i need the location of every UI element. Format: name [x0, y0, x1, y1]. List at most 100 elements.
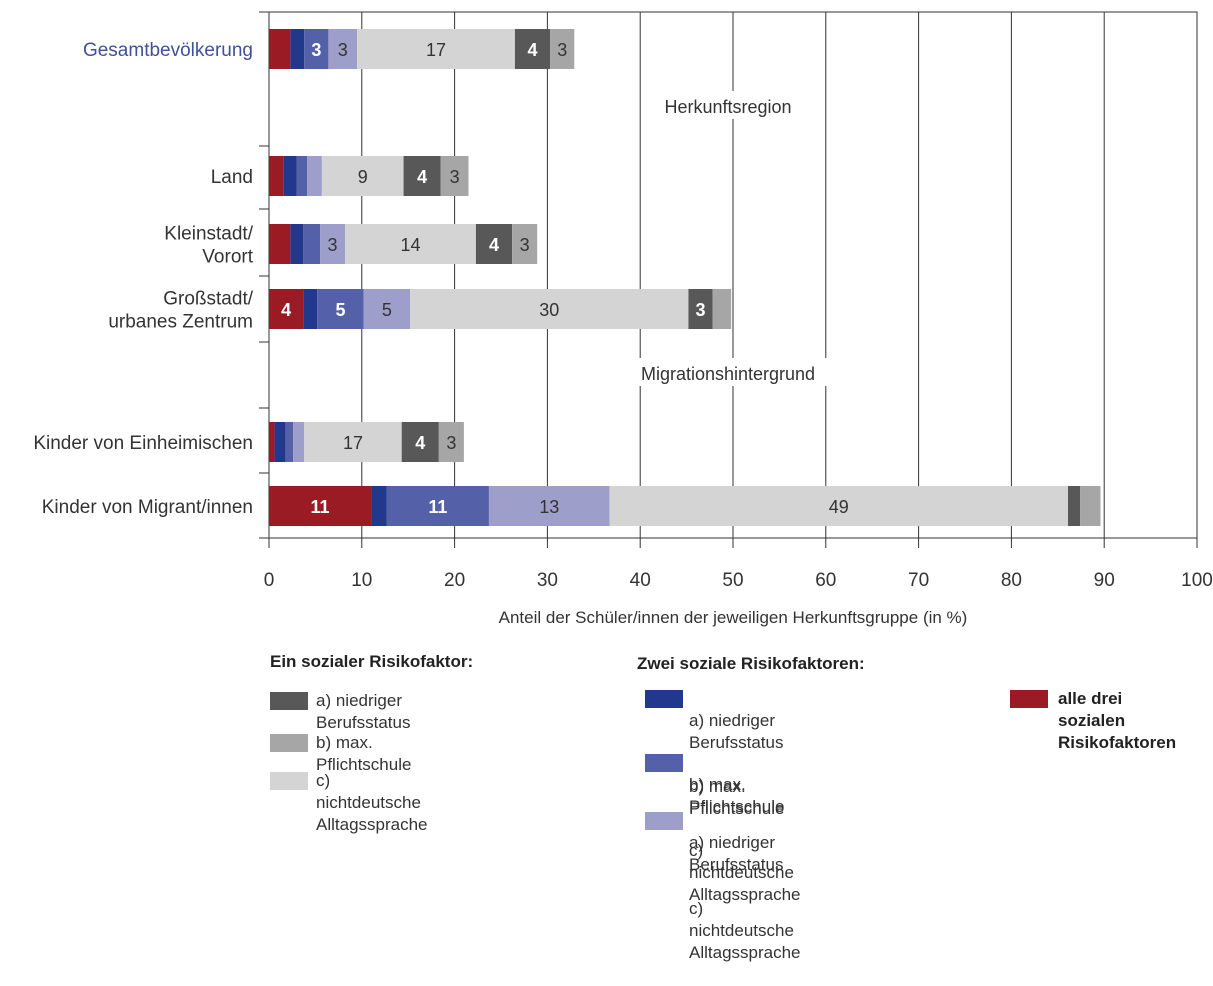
legend-label-ab: a) niedriger Berufsstatus b) max. Pflich… — [689, 688, 784, 842]
bar-a-4 — [401, 422, 439, 462]
x-tick-label-20: 20 — [444, 570, 465, 591]
category-label-5: Kinder von Migrant/innen — [42, 497, 253, 518]
legend-label-ab-line2: b) max. Pflichtschule — [689, 777, 785, 818]
x-axis-label: Anteil der Schüler/innen der jeweiligen … — [499, 608, 968, 627]
legend-swatch-ab — [645, 690, 683, 708]
legend-swatch-a — [270, 692, 308, 710]
legend-swatch-all3 — [1010, 690, 1048, 708]
legend-label-ac: a) niedriger Berufsstatus c) nichtdeutsc… — [689, 810, 801, 986]
bar-ac-3 — [363, 289, 411, 329]
legend-swatch-b — [270, 734, 308, 752]
bar-ab-5 — [371, 486, 387, 526]
legend-two-factor-title: Zwei soziale Risikofaktoren: — [637, 654, 865, 673]
x-tick-label-80: 80 — [1001, 570, 1022, 591]
bar-b-1 — [440, 156, 469, 196]
bar-c-5 — [609, 486, 1069, 526]
bar-a-1 — [403, 156, 441, 196]
bar-label-c-5: 49 — [829, 497, 849, 517]
bar-label-c-1: 9 — [358, 167, 368, 187]
bar-a-2 — [475, 224, 513, 264]
bar-label-c-3: 30 — [539, 300, 559, 320]
bar-label-all3-3: 4 — [281, 300, 291, 320]
bar-label-c-0: 17 — [426, 40, 446, 60]
bar-a-0 — [514, 29, 551, 69]
x-tick-label-30: 30 — [537, 570, 558, 591]
bar-ac-4 — [293, 422, 305, 462]
bar-label-bc-5: 11 — [428, 497, 447, 517]
bar-b-5 — [1080, 486, 1101, 526]
legend-label-bc-line1: b) max. Pflichtschule — [689, 775, 785, 816]
x-tick-label-100: 100 — [1181, 570, 1213, 591]
section-label-1: Migrationshintergrund — [641, 364, 815, 384]
bar-ac-1 — [307, 156, 322, 196]
x-tick-label-70: 70 — [908, 570, 929, 591]
bar-label-b-0: 3 — [557, 40, 567, 60]
bar-c-0 — [357, 29, 515, 69]
bar-label-ac-2: 3 — [328, 235, 338, 255]
category-label-3: Großstadt/urbanes Zentrum — [108, 289, 253, 333]
bar-bc-4 — [285, 422, 294, 462]
stacked-bar-chart: Herkunftsregion Migrationshintergrund 0 10 2… — [33, 11, 1213, 627]
bar-c-3 — [410, 289, 689, 329]
legend-label-b: b) max. Pflichtschule — [316, 733, 412, 774]
category-label-0: Gesamtbevölkerung — [83, 40, 253, 61]
category-label-2: Kleinstadt/Vorort — [164, 224, 253, 268]
x-tick-label-50: 50 — [722, 570, 743, 591]
bar-label-a-3: 3 — [696, 300, 706, 320]
bar-ab-1 — [283, 156, 297, 196]
legend-label-ac-line1: a) niedriger Berufsstatus — [689, 833, 784, 874]
legend-swatch-c — [270, 772, 308, 790]
bar-label-a-0: 4 — [528, 40, 538, 60]
legend-label-all3: alle drei sozialen Risikofaktoren — [1058, 689, 1177, 752]
bar-b-3 — [712, 289, 732, 329]
bar-label-a-4: 4 — [415, 433, 425, 453]
bar-label-b-1: 3 — [450, 167, 460, 187]
bar-all3-0 — [269, 29, 291, 69]
bar-ab-2 — [290, 224, 304, 264]
bar-ac-5 — [488, 486, 610, 526]
legend-swatch-ac — [645, 812, 683, 830]
x-tick-label-10: 10 — [351, 570, 372, 591]
legend-label-ab-line1: a) niedriger Berufsstatus — [689, 711, 784, 752]
bar-ac-2 — [320, 224, 346, 264]
bar-label-a-2: 4 — [489, 235, 499, 255]
legend-label-a: a) niedriger Berufsstatus — [316, 691, 411, 732]
section-label-bg-0 — [643, 91, 813, 119]
bar-bc-0 — [304, 29, 329, 69]
x-tick-label-90: 90 — [1094, 570, 1115, 591]
legend-one-factor-title: Ein sozialer Risikofaktor: — [270, 652, 474, 671]
bar-label-ac-0: 3 — [338, 40, 348, 60]
bar-all3-2 — [269, 224, 291, 264]
bar-all3-4 — [269, 422, 275, 462]
legend-label-c: c) nichtdeutsche Alltagssprache — [316, 771, 428, 834]
bar-all3-1 — [269, 156, 284, 196]
bar-label-all3-5: 11 — [311, 497, 330, 517]
legend-label-ac-line2: c) nichtdeutsche Alltagssprache — [689, 899, 801, 962]
bar-label-c-2: 14 — [401, 235, 421, 255]
legend-swatch-bc — [645, 754, 683, 772]
bar-a-5 — [1068, 486, 1081, 526]
bar-b-4 — [438, 422, 464, 462]
bar-bc-3 — [317, 289, 364, 329]
bar-b-0 — [550, 29, 575, 69]
bar-b-2 — [512, 224, 538, 264]
bar-label-a-1: 4 — [417, 167, 427, 187]
x-tick-label-60: 60 — [815, 570, 836, 591]
bar-label-ac-5: 13 — [539, 497, 559, 517]
bar-label-ac-3: 5 — [382, 300, 392, 320]
bar-label-bc-3: 5 — [335, 300, 345, 320]
bar-label-b-4: 3 — [446, 433, 456, 453]
bar-ab-4 — [274, 422, 286, 462]
bar-ac-0 — [328, 29, 358, 69]
bar-a-3 — [688, 289, 713, 329]
bar-bc-2 — [303, 224, 321, 264]
bar-all3-5 — [269, 486, 372, 526]
bar-label-c-4: 17 — [343, 433, 363, 453]
bar-ab-3 — [303, 289, 318, 329]
bar-label-bc-0: 3 — [311, 40, 321, 60]
bar-bc-1 — [296, 156, 308, 196]
bar-ab-0 — [290, 29, 305, 69]
bar-c-1 — [321, 156, 404, 196]
bar-all3-3 — [269, 289, 304, 329]
x-tick-label-40: 40 — [630, 570, 651, 591]
